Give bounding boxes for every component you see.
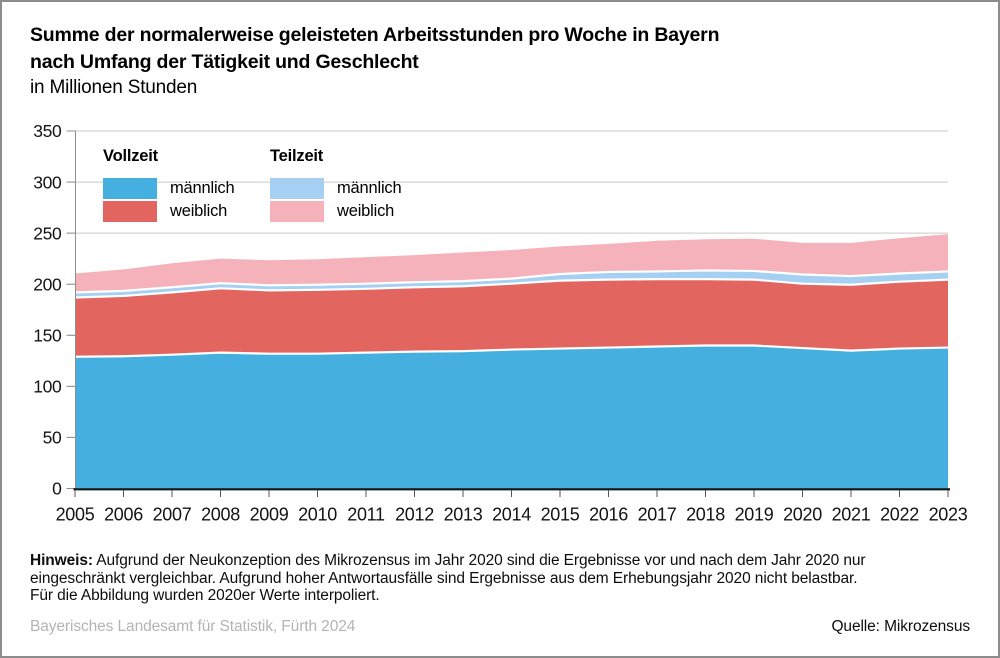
legend-group-vollzeit: Vollzeit männlich weiblich <box>103 147 235 224</box>
y-axis-label: 300 <box>33 172 62 192</box>
x-axis-label: 2009 <box>250 505 289 525</box>
x-axis-label: 2019 <box>735 505 774 525</box>
y-axis-label: 100 <box>33 377 62 397</box>
legend-swatch-vollzeit-maennlich-icon <box>103 178 157 199</box>
footnote-line-1: Aufgrund der Neukonzeption des Mikrozens… <box>96 552 866 569</box>
y-axis-label: 150 <box>33 325 62 345</box>
publisher-credit: Bayerisches Landesamt für Statistik, Für… <box>30 618 356 635</box>
y-axis-label: 250 <box>33 223 62 243</box>
legend-group-teilzeit: Teilzeit männlich weiblich <box>270 147 402 224</box>
title-subtitle: in Millionen Stunden <box>30 77 198 98</box>
legend-item-vollzeit-maennlich: männlich <box>103 178 235 199</box>
legend-label: männlich <box>337 179 402 197</box>
x-axis-label: 2007 <box>153 505 192 525</box>
legend-swatch-teilzeit-maennlich-icon <box>270 178 324 199</box>
x-axis-label: 2011 <box>347 505 385 525</box>
y-axis-label: 50 <box>43 428 62 448</box>
source-credit: Quelle: Mikrozensus <box>831 618 970 635</box>
legend-group-title-teilzeit: Teilzeit <box>270 147 324 165</box>
y-axis-label: 200 <box>33 274 62 294</box>
legend-swatch-teilzeit-weiblich-icon <box>270 201 324 222</box>
legend-label: weiblich <box>337 202 395 220</box>
area-teilzeit-weiblich <box>75 234 948 293</box>
y-axis-label: 0 <box>52 479 62 499</box>
x-axis-label: 2014 <box>492 505 531 525</box>
x-axis-label: 2021 <box>832 505 871 525</box>
x-axis-label: 2005 <box>56 505 95 525</box>
chart-title: Summe der normalerweise geleisteten Arbe… <box>30 22 719 102</box>
x-axis-label: 2023 <box>929 505 968 525</box>
legend-label: weiblich <box>170 202 228 220</box>
series-separator <box>74 344 949 358</box>
x-axis-label: 2013 <box>444 505 483 525</box>
x-axis-label: 2022 <box>880 505 919 525</box>
series-separator <box>74 269 949 294</box>
title-line-1: Summe der normalerweise geleisteten Arbe… <box>30 24 720 46</box>
legend-label: männlich <box>170 179 235 197</box>
footnote-label: Hinweis: <box>30 552 93 569</box>
area-vollzeit-maennlich <box>75 345 948 489</box>
x-axis-label: 2006 <box>104 505 143 525</box>
legend-group-title-vollzeit: Vollzeit <box>103 147 158 165</box>
footnote-line-2: eingeschränkt vergleichbar. Aufgrund hoh… <box>30 569 858 587</box>
legend-item-teilzeit-maennlich: männlich <box>270 178 402 199</box>
area-vollzeit-weiblich <box>75 279 948 357</box>
series-separators <box>74 269 949 358</box>
x-axis-label: 2008 <box>201 505 240 525</box>
axis-labels: 0 50 100 150 200 250 300 350 2005 2006 2007 2008 200… <box>33 121 968 524</box>
x-axis-label: 2015 <box>541 505 580 525</box>
series-separator <box>74 278 949 299</box>
legend-swatch-vollzeit-weiblich-icon <box>103 201 157 222</box>
title-line-2: nach Umfang der Tätigkeit und Geschlecht <box>30 50 419 73</box>
area-series <box>75 234 948 489</box>
area-teilzeit-maennlich <box>75 270 948 298</box>
x-axis-label: 2020 <box>783 505 822 525</box>
x-axis-label: 2010 <box>298 505 337 525</box>
x-axis-label: 2018 <box>686 505 725 525</box>
x-axis-label: 2012 <box>395 505 434 525</box>
x-axis-label: 2016 <box>589 505 628 525</box>
footnote: Hinweis: Aufgrund der Neukonzeption des … <box>30 552 866 605</box>
legend-item-teilzeit-weiblich: weiblich <box>270 201 401 222</box>
x-axis-label: 2017 <box>638 505 677 525</box>
axes <box>73 131 950 497</box>
footnote-line-3: Für die Abbildung wurden 2020er Werte in… <box>30 587 380 605</box>
legend-item-vollzeit-weiblich: weiblich <box>103 201 234 222</box>
y-axis-label: 350 <box>33 121 62 141</box>
